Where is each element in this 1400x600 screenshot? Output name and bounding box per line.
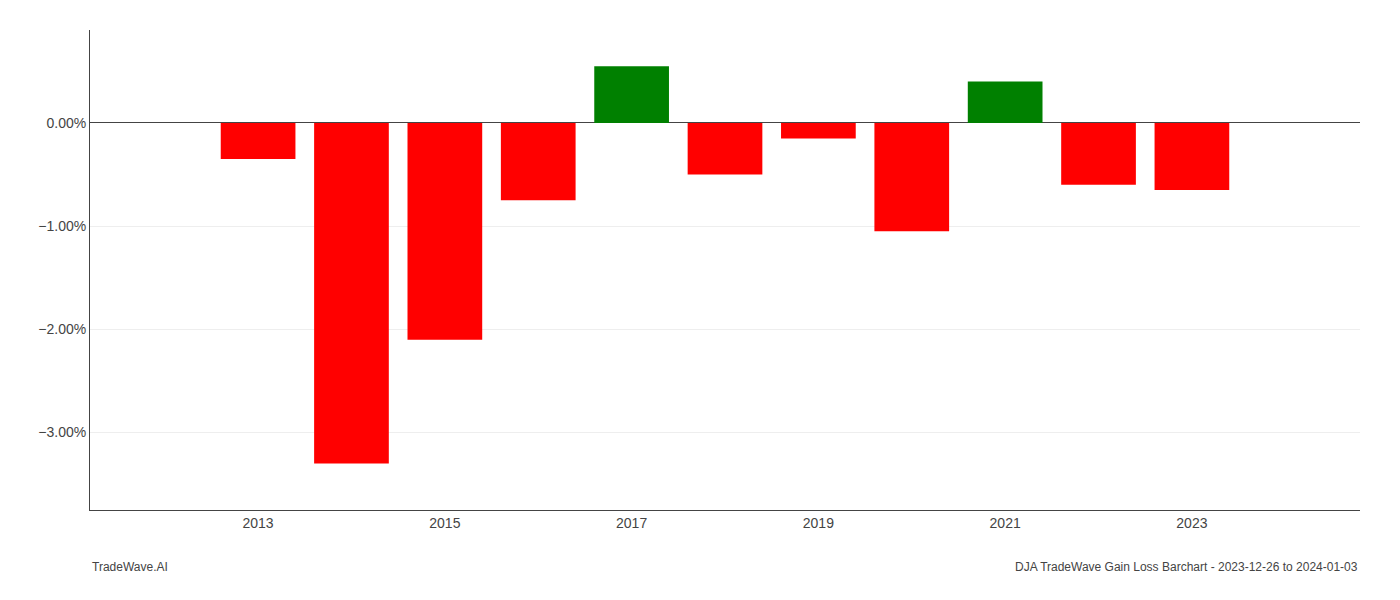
svg-text:−1.00%: −1.00%	[38, 218, 86, 234]
svg-text:DJA TradeWave Gain Loss Barcha: DJA TradeWave Gain Loss Barchart - 2023-…	[1015, 560, 1358, 574]
svg-text:2023: 2023	[1176, 515, 1207, 531]
svg-text:2015: 2015	[429, 515, 460, 531]
svg-text:−3.00%: −3.00%	[38, 424, 86, 440]
svg-text:0.00%: 0.00%	[46, 115, 86, 131]
svg-text:TradeWave.AI: TradeWave.AI	[92, 560, 168, 574]
svg-text:2019: 2019	[803, 515, 834, 531]
svg-text:−2.00%: −2.00%	[38, 321, 86, 337]
svg-text:2021: 2021	[990, 515, 1021, 531]
svg-text:2017: 2017	[616, 515, 647, 531]
svg-text:2013: 2013	[243, 515, 274, 531]
